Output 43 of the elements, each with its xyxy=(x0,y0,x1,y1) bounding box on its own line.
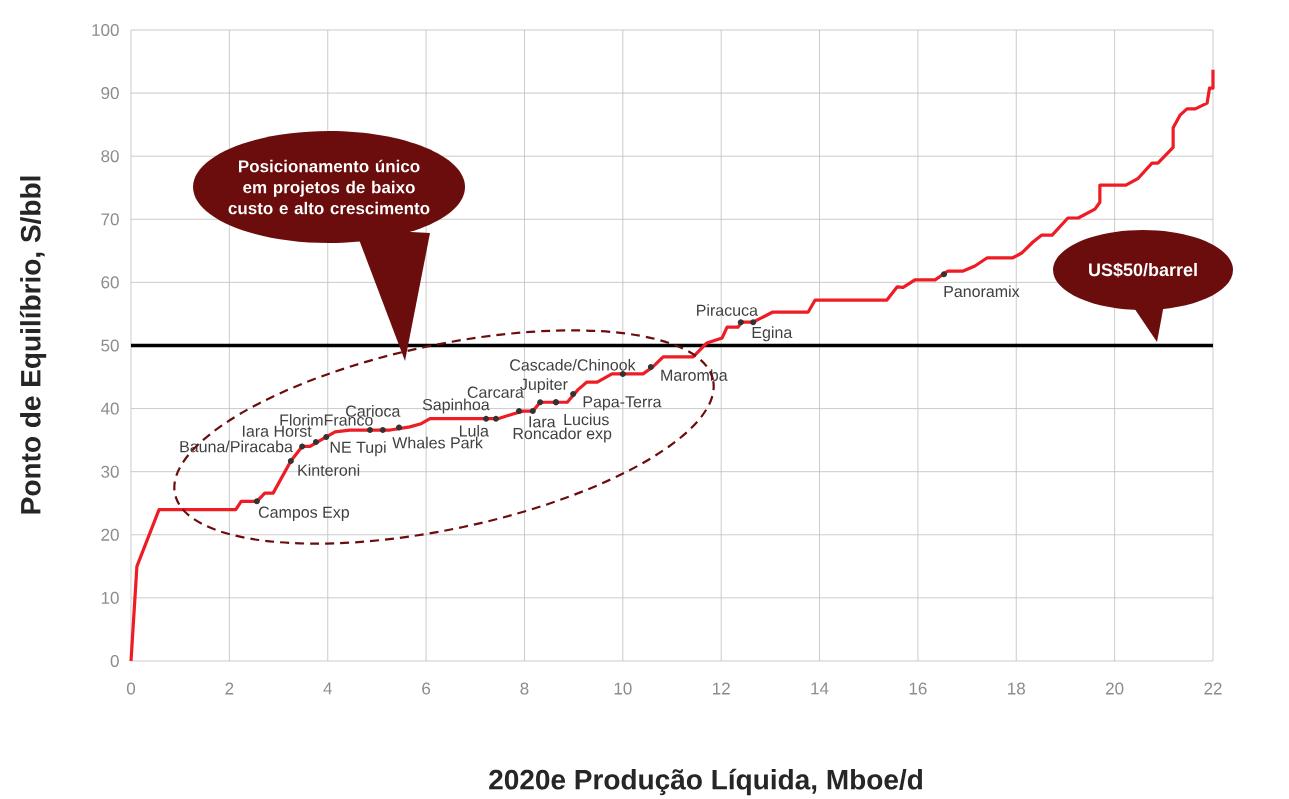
x-tick-label: 2 xyxy=(225,682,234,695)
x-tick-label: 4 xyxy=(323,682,332,695)
y-tick-label: 40 xyxy=(100,402,119,415)
annotation: Kinteroni xyxy=(298,464,360,476)
annotation: NE Tupi xyxy=(330,441,386,457)
x-tick-label: 8 xyxy=(520,682,529,695)
y-tick-label: 0 xyxy=(110,654,119,668)
y-tick-label: 10 xyxy=(101,591,119,604)
x-tick-label: 12 xyxy=(713,682,730,695)
annotation: Lula xyxy=(459,424,489,437)
y-axis-title: Ponto de Equilíbrio, S/bbl xyxy=(19,176,47,514)
y-tick-label: 50 xyxy=(101,339,119,352)
annotation: Lucius xyxy=(564,413,609,426)
y-tick-label: 20 xyxy=(101,528,119,541)
x-tick-label: 10 xyxy=(614,682,632,695)
x-tick-label: 0 xyxy=(126,682,136,695)
annotation: Cascade/Chinook xyxy=(510,358,636,371)
annotation: Iara xyxy=(529,416,556,428)
line-series xyxy=(129,68,1215,663)
x-tick-label: 6 xyxy=(422,682,431,695)
annotation: US$50/barrel xyxy=(1089,262,1197,278)
annotation: Iara Horst xyxy=(242,425,312,437)
annotation: Whales Park xyxy=(392,436,483,449)
x-tick-label: 18 xyxy=(1008,682,1025,695)
annotation: Papa-Terra xyxy=(583,396,662,411)
annotation: Egina xyxy=(752,326,793,342)
x-tick-label: 22 xyxy=(1204,682,1222,695)
y-tick-label: 30 xyxy=(101,465,119,478)
x-tick-label: 20 xyxy=(1106,682,1124,695)
y-tick-label: 100 xyxy=(92,23,119,37)
annotation: Posicionamento único em projetos de baixo custo e alto crescimento xyxy=(228,159,430,215)
annotation: Piracuca xyxy=(697,304,758,316)
annotation: Campos Exp xyxy=(258,506,349,522)
y-tick-label: 80 xyxy=(101,150,119,163)
x-tick-label: 14 xyxy=(811,682,829,695)
y-tick-label: 70 xyxy=(101,213,119,226)
annotation: Panoramix xyxy=(944,285,1020,298)
x-tick-label: 16 xyxy=(909,682,927,695)
annotation: Sapinhoa xyxy=(422,398,490,414)
x-axis-title: 2020e Produção Líquida, Mboe/d xyxy=(489,768,922,796)
annotation: Roncador exp xyxy=(513,427,612,443)
y-tick-label: 90 xyxy=(101,87,119,100)
y-tick-label: 60 xyxy=(101,276,119,289)
